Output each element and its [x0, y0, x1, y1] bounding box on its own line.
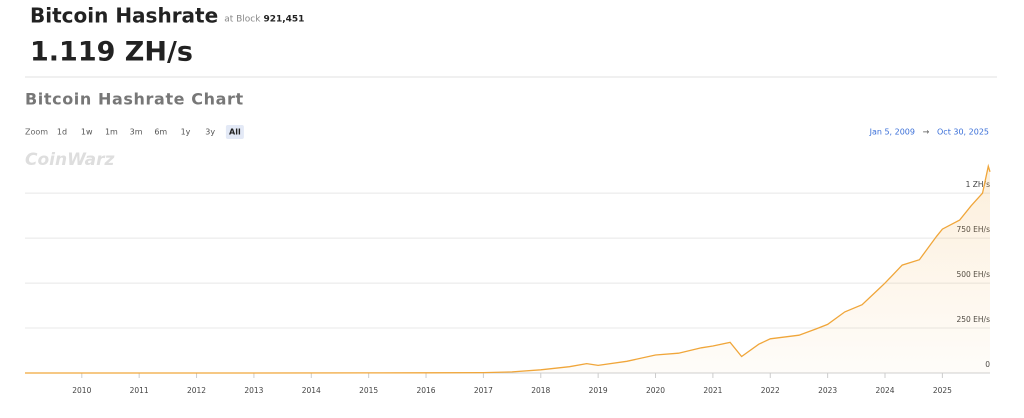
zoom-button[interactable]: 3y	[205, 128, 215, 137]
x-tick-label: 2015	[359, 386, 378, 395]
zoom-button[interactable]: 1y	[181, 128, 191, 137]
chart-title: Bitcoin Hashrate Chart	[25, 90, 244, 109]
current-hashrate: 1.119 ZH/s	[30, 37, 193, 68]
zoom-active-bg	[225, 125, 244, 139]
watermark: CoinWarz	[25, 150, 115, 170]
zoom-button[interactable]: 1w	[81, 128, 93, 137]
x-tick-label: 2023	[818, 386, 837, 395]
x-tick-label: 2019	[589, 386, 608, 395]
line	[25, 163, 991, 374]
x-tick-label: 2012	[187, 386, 206, 395]
area	[25, 166, 990, 373]
range-end[interactable]: Oct 30, 2025	[937, 128, 989, 137]
zoom-button[interactable]: All	[229, 128, 241, 137]
y-tick-label: 1 ZH/s	[966, 180, 990, 189]
block-number: 921,451	[263, 15, 304, 25]
x-tick-label: 2020	[646, 386, 665, 395]
page-title: Bitcoin Hashrate	[30, 4, 218, 28]
x-tick-label: 2011	[130, 386, 149, 395]
zoom-button[interactable]: 1m	[105, 128, 118, 137]
x-tick-label: 2022	[761, 386, 780, 395]
x-tick-label: 2024	[875, 386, 894, 395]
x-tick-label: 2010	[72, 386, 91, 395]
zoom-button[interactable]: 6m	[154, 128, 167, 137]
x-tick-label: 2018	[531, 386, 550, 395]
zoom-label: Zoom	[25, 128, 48, 137]
x-tick-label: 2014	[302, 386, 321, 395]
x-tick-label: 2021	[703, 386, 722, 395]
range-arrow: →	[923, 128, 930, 137]
x-tick-label: 2025	[933, 386, 952, 395]
block-label: at Block	[224, 15, 261, 25]
x-tick-label: 2016	[416, 386, 435, 395]
x-tick-label: 2017	[474, 386, 493, 395]
zoom-button[interactable]: 1d	[57, 128, 67, 137]
range-start[interactable]: Jan 5, 2009	[869, 128, 915, 137]
x-tick-label: 2013	[244, 386, 263, 395]
zoom-button[interactable]: 3m	[130, 128, 143, 137]
